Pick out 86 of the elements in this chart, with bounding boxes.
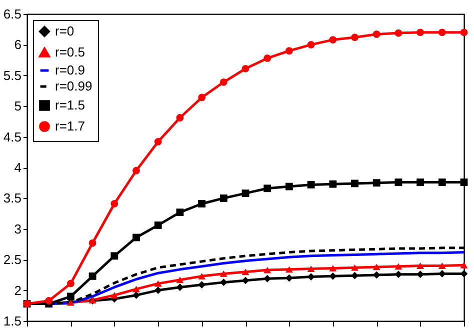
- point: [460, 28, 468, 36]
- point: [394, 178, 402, 186]
- point: [198, 281, 206, 288]
- point: [176, 276, 184, 284]
- point: [154, 280, 162, 287]
- point: [132, 166, 140, 174]
- point: [154, 222, 162, 229]
- point: [438, 28, 446, 36]
- point: [394, 29, 402, 37]
- point: [351, 34, 358, 42]
- y-tick-label: 5.5: [3, 68, 22, 83]
- point: [285, 47, 293, 55]
- point: [132, 234, 140, 242]
- point: [372, 264, 380, 270]
- point: [285, 266, 293, 273]
- point: [438, 178, 446, 186]
- point: [416, 28, 424, 36]
- y-tick-label: 3.5: [3, 190, 22, 206]
- point: [307, 180, 315, 188]
- y-tick-label: 3: [14, 221, 22, 236]
- point: [351, 180, 358, 188]
- point: [88, 272, 96, 280]
- point: [394, 263, 402, 270]
- y-tick-label: 6.5: [3, 6, 22, 22]
- point: [220, 278, 228, 286]
- point: [88, 239, 96, 247]
- point: [66, 292, 74, 300]
- point: [176, 208, 184, 216]
- point: [198, 94, 206, 102]
- point: [198, 272, 206, 280]
- legend-label: r=1.7: [55, 118, 85, 134]
- point: [242, 64, 250, 72]
- point: [176, 284, 184, 291]
- point: [329, 180, 337, 188]
- point: [264, 184, 272, 192]
- point: [372, 179, 380, 187]
- y-tick-label: 2: [14, 282, 22, 298]
- point: [154, 286, 162, 294]
- point: [438, 262, 446, 269]
- y-tick-label: 4: [14, 160, 22, 175]
- point: [110, 292, 118, 298]
- point: [460, 178, 468, 186]
- point: [460, 262, 468, 268]
- point: [220, 270, 228, 277]
- point: [45, 297, 53, 304]
- point: [438, 270, 446, 278]
- point: [242, 268, 250, 276]
- point: [416, 262, 424, 269]
- point: [329, 272, 337, 280]
- legend-label: r=0.5: [55, 44, 85, 60]
- point: [198, 200, 206, 208]
- legend-label: r=1.5: [55, 98, 85, 112]
- point: [329, 36, 337, 44]
- legend-label: r=0.99: [55, 78, 92, 94]
- point: [264, 54, 272, 62]
- point: [154, 138, 162, 146]
- point: [220, 194, 228, 202]
- point: [66, 280, 74, 288]
- y-tick-label: 5: [14, 98, 22, 114]
- point: [307, 273, 315, 280]
- point: [264, 266, 272, 274]
- point: [351, 272, 358, 280]
- point: [264, 274, 272, 282]
- point: [372, 30, 380, 38]
- point: [132, 286, 140, 292]
- point: [242, 190, 250, 197]
- legend-label: r=0: [55, 24, 74, 38]
- legend-label: r=0.9: [55, 62, 85, 78]
- point: [329, 264, 337, 272]
- point: [132, 292, 140, 299]
- y-tick-label: 2.5: [3, 252, 22, 268]
- point: [110, 252, 118, 260]
- point: [242, 276, 250, 284]
- y-tick-label: 1.5: [3, 314, 22, 328]
- point: [394, 270, 402, 278]
- point: [372, 271, 380, 279]
- y-tick-label: 6: [14, 37, 22, 52]
- y-tick-label: 4.5: [3, 129, 22, 144]
- point: [307, 266, 315, 272]
- point: [351, 264, 358, 271]
- point: [110, 200, 118, 208]
- point: [176, 114, 184, 122]
- point: [307, 41, 315, 48]
- point: [285, 182, 293, 190]
- point: [416, 178, 424, 186]
- point: [220, 78, 228, 86]
